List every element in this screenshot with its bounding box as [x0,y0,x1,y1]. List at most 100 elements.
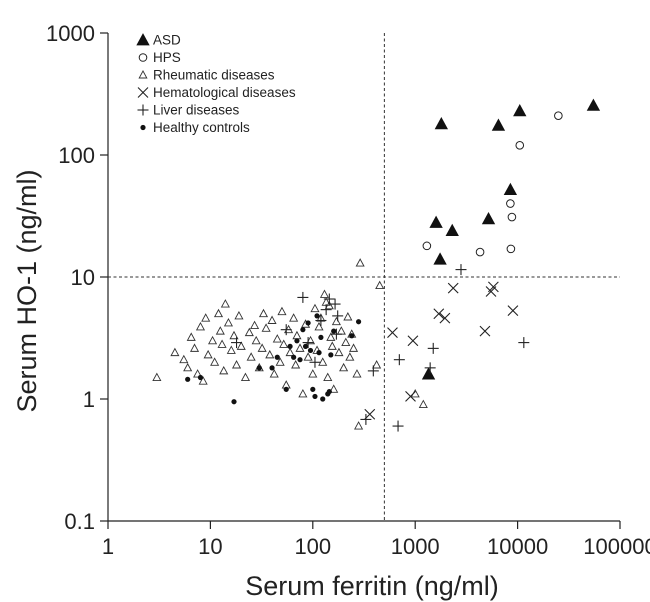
point-rheumatic-diseases [234,310,244,320]
point-rheumatic-diseases [291,360,301,369]
point-liver-diseases [332,310,344,322]
point-rheumatic-diseases [314,321,324,331]
y-tick-label: 1000 [46,21,95,46]
point-healthy-controls [331,328,337,334]
point-rheumatic-diseases [269,369,279,378]
point-rheumatic-diseases [279,339,289,348]
point-rheumatic-diseases [201,313,211,322]
point-rheumatic-diseases [341,337,351,347]
point-hematological-diseases [447,282,459,294]
point-liver-diseases [320,304,332,316]
point-rheumatic-diseases [210,357,220,366]
point-rheumatic-diseases [217,339,227,348]
point-healthy-controls [326,388,332,395]
point-rheumatic-diseases [343,312,353,321]
point-rheumatic-diseases [208,335,218,345]
point-rheumatic-diseases [410,389,420,398]
legend-marker-rheumatic-diseases [138,70,148,79]
point-rheumatic-diseases [375,280,385,290]
point-healthy-controls [256,365,262,371]
point-hematological-diseases [487,281,499,293]
point-hematological-diseases [405,391,416,402]
point-asd [421,367,436,380]
point-rheumatic-diseases [303,352,313,361]
legend-marker-asd [136,33,150,46]
legend-label: Rheumatic diseases [153,68,275,83]
point-rheumatic-diseases [257,343,267,352]
point-healthy-controls [294,338,300,344]
point-healthy-controls [274,354,280,360]
point-rheumatic-diseases [289,313,299,322]
point-hematological-diseases [387,327,398,339]
point-healthy-controls [302,343,309,349]
point-healthy-controls [310,386,316,392]
point-asd [445,223,459,237]
point-rheumatic-diseases [170,347,180,357]
point-rheumatic-diseases [195,321,206,331]
point-healthy-controls [269,365,275,371]
point-hps [507,212,517,222]
x-axis-title: Serum ferritin (ng/ml) [245,571,499,601]
legend-marker-hematological-diseases [137,87,149,98]
point-liver-diseases [280,324,292,336]
point-liver-diseases [297,291,309,303]
point-liver-diseases [315,314,327,326]
point-rheumatic-diseases [183,362,193,372]
point-healthy-controls [312,393,318,400]
legend-item-hps: HPS [138,50,181,65]
point-rheumatic-diseases [298,389,308,398]
point-rheumatic-diseases [198,376,208,385]
point-liver-diseases [323,293,335,305]
point-rheumatic-diseases [310,303,320,313]
legend-label: Hematological diseases [153,85,296,100]
point-rheumatic-diseases [334,347,344,357]
point-liver-diseases [330,328,342,340]
point-hps [506,199,515,208]
point-rheumatic-diseases [327,341,337,350]
point-rheumatic-diseases [331,316,341,326]
point-rheumatic-diseases [193,369,203,378]
legend-item-rheumatic-diseases: Rheumatic diseases [138,68,275,83]
x-tick-label: 1 [102,534,114,559]
point-rheumatic-diseases [267,315,277,324]
point-asd [429,215,443,228]
point-rheumatic-diseases [223,318,233,327]
point-hps [475,247,485,257]
y-tick-label: 0.1 [64,509,95,534]
point-hematological-diseases [407,335,419,347]
point-rheumatic-diseases [246,352,256,361]
point-healthy-controls [231,399,237,405]
point-healthy-controls [197,374,204,381]
point-asd [481,211,496,225]
legend-label: HPS [153,50,181,65]
y-axis-title: Serum HO-1 (ng/ml) [12,169,42,412]
point-rheumatic-diseases [308,369,318,378]
point-asd [586,98,601,111]
point-hematological-diseases [479,325,491,337]
x-tick-label: 100 [294,534,331,559]
point-healthy-controls [320,396,326,402]
point-rheumatic-diseases [219,365,229,375]
point-rheumatic-diseases [261,323,271,332]
point-hps [554,111,563,120]
point-rheumatic-diseases [324,300,334,310]
point-rheumatic-diseases [179,354,189,364]
point-rheumatic-diseases [229,330,239,340]
point-asd [434,117,449,130]
legend-label: Healthy controls [153,120,250,135]
point-liver-diseases [455,264,467,276]
point-healthy-controls [355,319,362,325]
point-rheumatic-diseases [329,384,339,393]
point-rheumatic-diseases [152,372,162,381]
point-healthy-controls [283,386,289,392]
point-rheumatic-diseases [372,360,382,369]
point-hps [506,244,516,254]
point-hematological-diseases [433,308,445,320]
x-tick-label: 10 [198,534,222,559]
point-asd [503,182,518,196]
point-healthy-controls [287,343,293,349]
point-rheumatic-diseases [265,349,275,359]
reference-lines [108,33,620,521]
point-rheumatic-diseases [292,330,302,340]
